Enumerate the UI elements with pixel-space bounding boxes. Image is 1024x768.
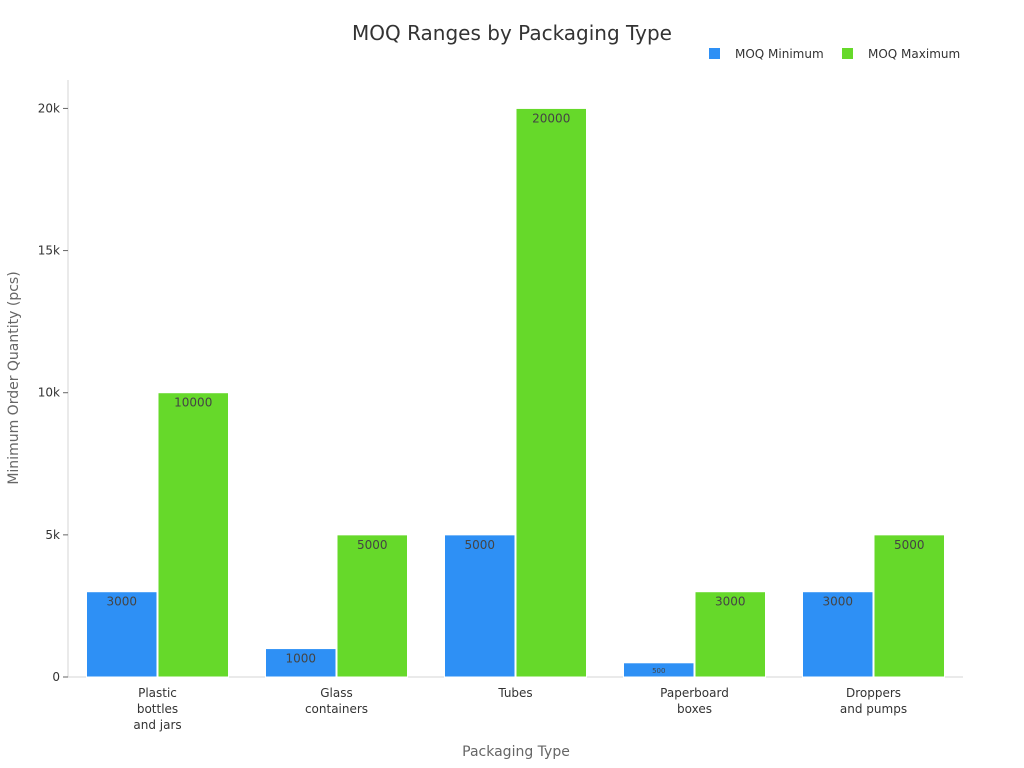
data-label: 20000	[532, 111, 570, 125]
legend-item: MOQ Minimum	[709, 47, 824, 61]
y-tick-label: 10k	[38, 386, 60, 400]
bar	[873, 534, 945, 678]
bar	[444, 534, 516, 678]
data-label: 1000	[285, 652, 316, 666]
bar	[694, 591, 766, 678]
legend: MOQ Minimum MOQ Maximum	[709, 47, 960, 61]
bar	[157, 392, 229, 678]
bar	[265, 648, 337, 678]
x-tick-label: Tubes	[497, 686, 532, 700]
data-label: 5000	[464, 538, 495, 552]
data-label: 5000	[894, 538, 925, 552]
data-label: 500	[652, 667, 665, 675]
chart-title: MOQ Ranges by Packaging Type	[352, 21, 672, 45]
y-axis: 0 5k 10k 15k 20k	[38, 80, 69, 684]
data-labels: 3000 1000 5000 500 3000 10000 5000 20000 3000 500…	[106, 111, 924, 674]
y-tick-label: 5k	[45, 528, 60, 542]
legend-swatch	[709, 48, 720, 59]
data-label: 3000	[106, 595, 137, 609]
x-tick-label: Glass containers	[305, 686, 368, 716]
y-tick-label: 0	[52, 670, 60, 684]
bars	[86, 107, 945, 678]
x-axis: Plastic bottles and jars Glass containers Tub…	[68, 676, 963, 732]
bar	[86, 591, 158, 678]
legend-swatch	[842, 48, 853, 59]
x-tick-label: Droppers and pumps	[840, 686, 907, 716]
y-axis-title: Minimum Order Quantity (pcs)	[6, 271, 22, 484]
data-label: 3000	[822, 595, 853, 609]
legend-label: MOQ Maximum	[868, 47, 960, 61]
data-label: 3000	[715, 595, 746, 609]
data-label: 5000	[357, 538, 388, 552]
legend-label: MOQ Minimum	[735, 47, 824, 61]
bar	[336, 534, 408, 678]
x-tick-label: Paperboard boxes	[660, 686, 729, 716]
bar	[802, 591, 874, 678]
x-tick-label: Plastic bottles and jars	[133, 686, 181, 732]
bar	[623, 662, 695, 678]
bar	[515, 107, 587, 678]
y-tick-label: 15k	[38, 244, 60, 258]
data-label: 10000	[174, 396, 212, 410]
legend-item: MOQ Maximum	[842, 47, 960, 61]
x-axis-title: Packaging Type	[462, 744, 570, 760]
y-tick-label: 20k	[38, 101, 60, 115]
